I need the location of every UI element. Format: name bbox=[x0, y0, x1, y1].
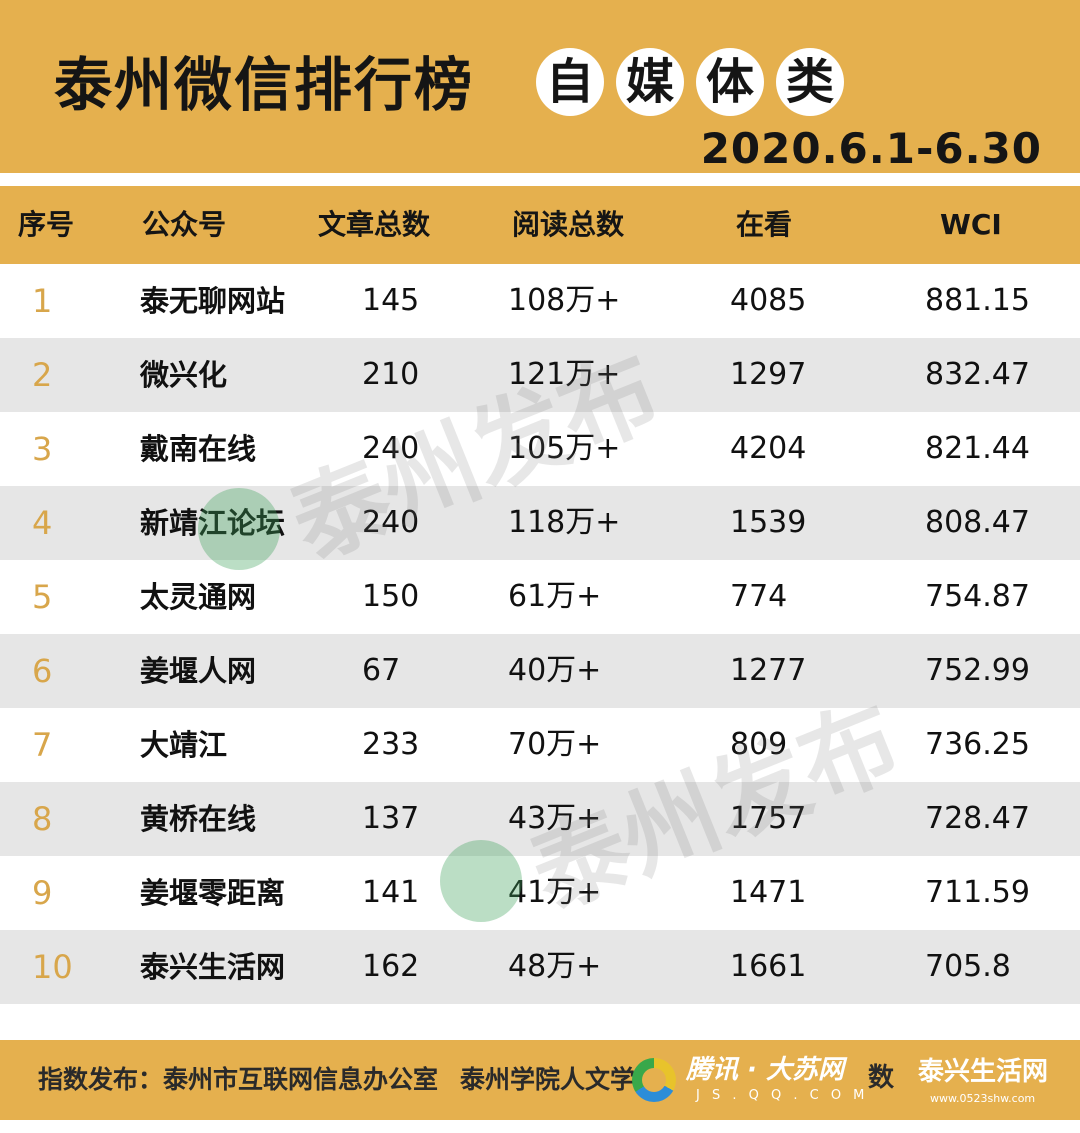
reads-cell: 41万+ bbox=[508, 875, 602, 910]
wci-cell: 808.47 bbox=[925, 505, 1030, 540]
looking-cell: 774 bbox=[730, 579, 788, 614]
partner-tencent-url: J S . Q Q . C O M bbox=[696, 1088, 869, 1103]
account-cell: 泰无聊网站 bbox=[140, 284, 286, 318]
rank-cell: 1 bbox=[32, 282, 53, 320]
date-range: 2020.6.1-6.30 bbox=[700, 124, 1042, 173]
reads-cell: 70万+ bbox=[508, 727, 602, 762]
bottom-margin bbox=[0, 1120, 1080, 1133]
account-cell: 太灵通网 bbox=[140, 580, 257, 614]
articles-cell: 137 bbox=[362, 801, 420, 836]
footer-label: 指数发布： bbox=[38, 1065, 164, 1094]
looking-cell: 1471 bbox=[730, 875, 807, 910]
tencent-logo-icon bbox=[632, 1058, 676, 1102]
articles-cell: 150 bbox=[362, 579, 420, 614]
partner-taixing-url: www.0523shw.com bbox=[930, 1092, 1036, 1105]
looking-cell: 809 bbox=[730, 727, 788, 762]
wci-cell: 736.25 bbox=[925, 727, 1030, 762]
category-badges: 自 媒 体 类 bbox=[536, 48, 844, 116]
category-char: 体 bbox=[696, 48, 764, 116]
table-row: 4 新靖江论坛 240 118万+ 1539 808.47 bbox=[0, 486, 1080, 560]
looking-cell: 4085 bbox=[730, 283, 807, 318]
partner-taixing: 泰兴生活网 bbox=[918, 1057, 1049, 1087]
wci-cell: 711.59 bbox=[925, 875, 1030, 910]
table-row: 5 太灵通网 150 61万+ 774 754.87 bbox=[0, 560, 1080, 634]
articles-cell: 233 bbox=[362, 727, 420, 762]
divider bbox=[0, 173, 1080, 186]
category-char: 自 bbox=[536, 48, 604, 116]
col-reads: 阅读总数 bbox=[512, 208, 625, 241]
reads-cell: 61万+ bbox=[508, 579, 602, 614]
account-cell: 姜堰人网 bbox=[140, 654, 257, 688]
articles-cell: 240 bbox=[362, 505, 420, 540]
table-row: 6 姜堰人网 67 40万+ 1277 752.99 bbox=[0, 634, 1080, 708]
reads-cell: 108万+ bbox=[508, 283, 621, 318]
account-cell: 大靖江 bbox=[140, 728, 228, 762]
articles-cell: 210 bbox=[362, 357, 420, 392]
reads-cell: 48万+ bbox=[508, 949, 602, 984]
rank-cell: 8 bbox=[32, 800, 53, 838]
table-body: 1 泰无聊网站 145 108万+ 4085 881.15 2 微兴化 210 … bbox=[0, 264, 1080, 1004]
account-cell: 姜堰零距离 bbox=[140, 876, 286, 910]
looking-cell: 1757 bbox=[730, 801, 807, 836]
looking-cell: 1539 bbox=[730, 505, 807, 540]
reads-cell: 43万+ bbox=[508, 801, 602, 836]
rank-cell: 6 bbox=[32, 652, 53, 690]
articles-cell: 141 bbox=[362, 875, 420, 910]
footer-overlap-text: 数 bbox=[868, 1063, 895, 1093]
wci-cell: 754.87 bbox=[925, 579, 1030, 614]
rank-cell: 4 bbox=[32, 504, 53, 542]
col-account: 公众号 bbox=[142, 208, 227, 241]
wci-cell: 832.47 bbox=[925, 357, 1030, 392]
rank-cell: 2 bbox=[32, 356, 53, 394]
col-wci: WCI bbox=[940, 208, 1002, 241]
table-row: 7 大靖江 233 70万+ 809 736.25 bbox=[0, 708, 1080, 782]
articles-cell: 240 bbox=[362, 431, 420, 466]
wci-cell: 728.47 bbox=[925, 801, 1030, 836]
looking-cell: 1297 bbox=[730, 357, 807, 392]
col-looking: 在看 bbox=[736, 208, 793, 241]
wci-cell: 752.99 bbox=[925, 653, 1030, 688]
rank-cell: 10 bbox=[32, 948, 73, 986]
footer-credits: 指数发布：泰州市互联网信息办公室 泰州学院人文学院 bbox=[38, 1062, 660, 1098]
reads-cell: 121万+ bbox=[508, 357, 621, 392]
reads-cell: 105万+ bbox=[508, 431, 621, 466]
table-row: 8 黄桥在线 137 43万+ 1757 728.47 bbox=[0, 782, 1080, 856]
table-row: 10 泰兴生活网 162 48万+ 1661 705.8 bbox=[0, 930, 1080, 1004]
col-articles: 文章总数 bbox=[318, 208, 431, 241]
account-cell: 黄桥在线 bbox=[140, 802, 257, 836]
table-row: 2 微兴化 210 121万+ 1297 832.47 bbox=[0, 338, 1080, 412]
looking-cell: 1661 bbox=[730, 949, 807, 984]
partner-tencent: 腾讯 · 大苏网 bbox=[686, 1055, 844, 1085]
col-rank: 序号 bbox=[18, 208, 75, 241]
category-char: 类 bbox=[776, 48, 844, 116]
table-row: 1 泰无聊网站 145 108万+ 4085 881.15 bbox=[0, 264, 1080, 338]
footer-org2: 泰州学院人文学院 bbox=[460, 1065, 661, 1094]
looking-cell: 1277 bbox=[730, 653, 807, 688]
account-cell: 戴南在线 bbox=[140, 432, 257, 466]
rank-cell: 7 bbox=[32, 726, 53, 764]
footer: 指数发布：泰州市互联网信息办公室 泰州学院人文学院 腾讯 · 大苏网 J S . … bbox=[0, 1040, 1080, 1120]
header-banner: 泰州微信排行榜 自 媒 体 类 2020.6.1-6.30 bbox=[0, 0, 1080, 173]
articles-cell: 162 bbox=[362, 949, 420, 984]
account-cell: 新靖江论坛 bbox=[140, 506, 286, 540]
table-row: 3 戴南在线 240 105万+ 4204 821.44 bbox=[0, 412, 1080, 486]
articles-cell: 145 bbox=[362, 283, 420, 318]
rank-cell: 5 bbox=[32, 578, 53, 616]
page-title: 泰州微信排行榜 bbox=[54, 51, 475, 119]
table-row: 9 姜堰零距离 141 41万+ 1471 711.59 bbox=[0, 856, 1080, 930]
footer-org1: 泰州市互联网信息办公室 bbox=[163, 1065, 439, 1094]
rank-cell: 9 bbox=[32, 874, 53, 912]
wci-cell: 881.15 bbox=[925, 283, 1030, 318]
account-cell: 泰兴生活网 bbox=[140, 950, 286, 984]
table-header: 序号 公众号 文章总数 阅读总数 在看 WCI bbox=[0, 186, 1080, 264]
reads-cell: 118万+ bbox=[508, 505, 621, 540]
wci-cell: 821.44 bbox=[925, 431, 1030, 466]
rank-cell: 3 bbox=[32, 430, 53, 468]
wci-cell: 705.8 bbox=[925, 949, 1011, 984]
reads-cell: 40万+ bbox=[508, 653, 602, 688]
category-char: 媒 bbox=[616, 48, 684, 116]
articles-cell: 67 bbox=[362, 653, 401, 688]
looking-cell: 4204 bbox=[730, 431, 807, 466]
account-cell: 微兴化 bbox=[140, 358, 228, 392]
